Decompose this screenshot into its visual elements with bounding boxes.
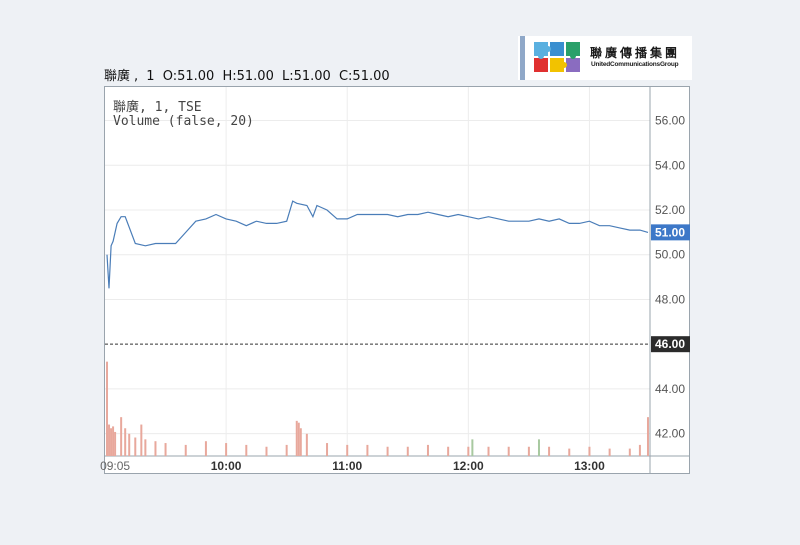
volume-bar	[134, 437, 137, 456]
volume-bar	[568, 448, 571, 456]
volume-bar	[114, 431, 117, 456]
volume-bar	[112, 426, 115, 456]
volume-bar	[527, 446, 530, 456]
volume-bar	[471, 439, 474, 456]
volume-bar	[537, 439, 540, 456]
x-tick-label: 11:00	[332, 459, 362, 473]
logo-text-cn: 聯廣傳播集團	[590, 46, 681, 60]
y-tick-label: 52.00	[655, 203, 685, 217]
reference-price-tag	[651, 336, 690, 353]
volume-bar	[366, 444, 369, 456]
legend-interval: 1	[146, 69, 155, 84]
volume-bar	[110, 428, 113, 456]
y-tick-label: 42.00	[655, 427, 685, 441]
last-price-label: 51.00	[655, 225, 685, 239]
volume-bar	[326, 443, 329, 456]
volume-indicator-label: Volume (false, 20)	[113, 114, 254, 129]
volume-bar	[628, 448, 631, 456]
volume-bar	[265, 446, 268, 456]
volume-bar	[608, 448, 611, 456]
volume-bar	[295, 420, 298, 456]
price-line	[106, 200, 649, 289]
volume-bar	[204, 441, 207, 456]
volume-bar	[154, 441, 157, 456]
logo-text-en: UnitedCommunicationsGroup	[591, 61, 679, 68]
volume-bar	[144, 439, 147, 456]
legend-symbol: 聯廣,	[104, 69, 139, 84]
volume-bar	[346, 444, 349, 456]
volume-bar	[225, 443, 228, 456]
volume-bar	[124, 428, 127, 456]
legend-low: L:51.00	[281, 69, 331, 84]
y-tick-label: 50.00	[655, 248, 685, 262]
volume-bar	[106, 361, 109, 456]
volume-bar	[386, 446, 389, 456]
company-logo: 聯廣傳播集團 UnitedCommunicationsGroup	[518, 36, 692, 80]
volume-bar	[140, 424, 143, 456]
x-tick-label: 10:00	[211, 459, 242, 473]
volume-bar	[164, 443, 167, 456]
pane-title: 聯廣, 1, TSE	[113, 100, 202, 115]
chart-panel[interactable]	[104, 86, 690, 474]
legend-high: H:51.00	[222, 69, 274, 84]
y-tick-label: 56.00	[655, 114, 685, 128]
volume-bar	[406, 446, 409, 456]
volume-bar	[507, 446, 510, 456]
ohlc-legend: 聯廣, 1 O:51.00 H:51.00 L:51.00 C:51.00	[104, 65, 394, 84]
legend-open: O:51.00	[162, 69, 215, 84]
volume-bar	[297, 422, 300, 456]
puzzle-icon	[534, 42, 580, 72]
volume-bar	[184, 444, 187, 456]
volume-bar	[638, 444, 641, 456]
volume-bar	[646, 417, 649, 456]
x-tick-label: 13:00	[574, 459, 605, 473]
volume-bar	[128, 433, 131, 456]
y-tick-label: 54.00	[655, 158, 685, 172]
y-tick-label: 44.00	[655, 382, 685, 396]
volume-bar	[447, 446, 450, 456]
volume-bar	[108, 424, 111, 456]
volume-bar	[299, 428, 302, 456]
reference-price-label: 46.00	[655, 337, 685, 351]
volume-bar	[467, 446, 470, 456]
volume-bar	[588, 446, 591, 456]
last-price-tag	[651, 224, 690, 241]
x-tick-label: 09:05	[100, 459, 130, 473]
volume-bar	[426, 444, 429, 456]
y-tick-label: 48.00	[655, 292, 685, 306]
logo-accent-bar	[520, 36, 525, 80]
volume-bar	[120, 417, 123, 456]
volume-bar	[305, 433, 308, 456]
x-tick-label: 12:00	[453, 459, 484, 473]
volume-bar	[285, 444, 288, 456]
volume-bar	[487, 446, 490, 456]
volume-bar	[245, 444, 248, 456]
volume-bar	[548, 446, 551, 456]
legend-close: C:51.00	[338, 69, 390, 84]
